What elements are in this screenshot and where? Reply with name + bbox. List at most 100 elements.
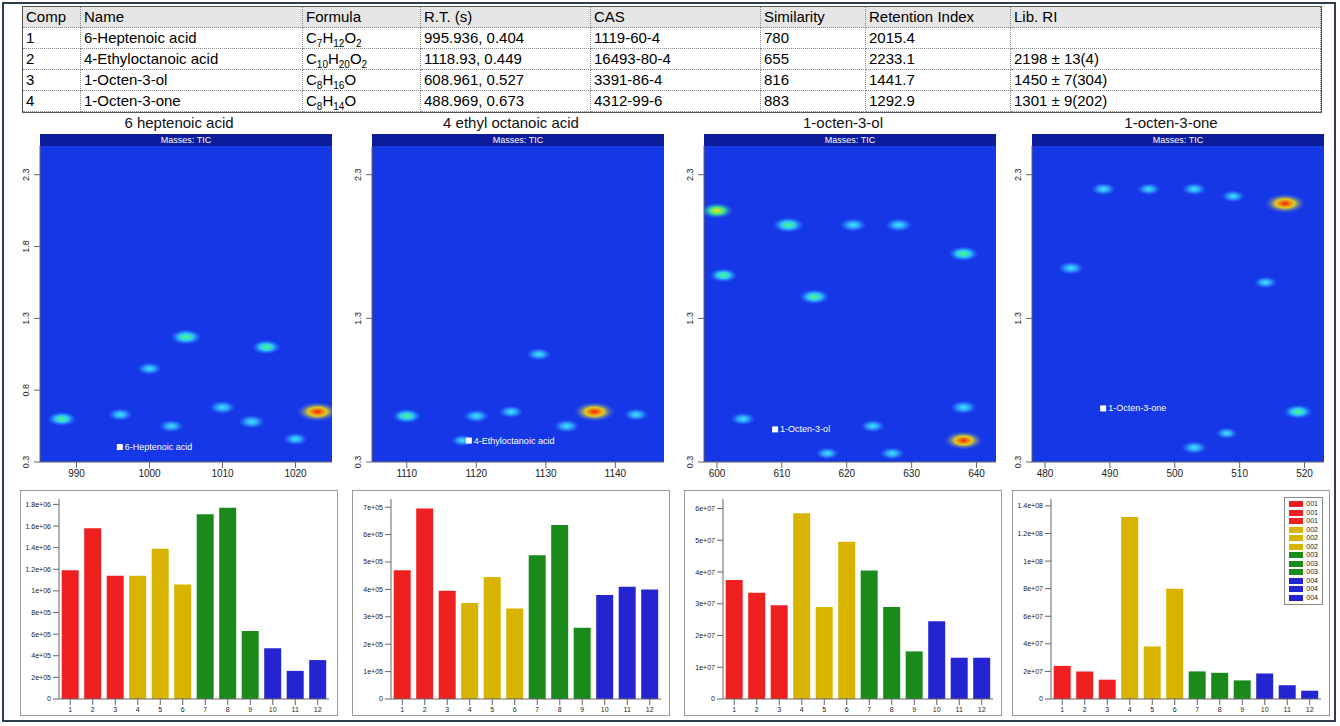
svg-text:1020: 1020	[284, 468, 307, 479]
svg-text:4: 4	[800, 706, 804, 713]
svg-text:8: 8	[558, 706, 562, 713]
svg-text:2e+05: 2e+05	[31, 674, 51, 681]
svg-text:500: 500	[1166, 468, 1183, 479]
svg-text:1-Octen-3-one: 1-Octen-3-one	[1108, 403, 1166, 413]
svg-text:1.8e+06: 1.8e+06	[26, 501, 52, 508]
svg-text:8e+07: 8e+07	[1023, 585, 1043, 592]
svg-text:610: 610	[774, 468, 791, 479]
svg-text:1.2e+06: 1.2e+06	[26, 566, 52, 573]
svg-text:2.3: 2.3	[685, 168, 695, 181]
svg-text:10: 10	[601, 706, 609, 713]
svg-text:1: 1	[732, 706, 736, 713]
svg-text:4: 4	[136, 706, 140, 713]
svg-text:4-Ethyloctanoic acid: 4-Ethyloctanoic acid	[474, 436, 555, 446]
svg-text:2: 2	[755, 706, 759, 713]
svg-text:0.3: 0.3	[1013, 456, 1023, 469]
svg-text:490: 490	[1102, 468, 1119, 479]
svg-text:7: 7	[867, 706, 871, 713]
svg-text:1.4e+08: 1.4e+08	[1018, 502, 1044, 509]
svg-text:0.8: 0.8	[21, 384, 31, 397]
svg-text:2.3: 2.3	[1013, 168, 1023, 181]
svg-text:9: 9	[912, 706, 916, 713]
svg-text:1: 1	[1060, 706, 1064, 713]
svg-text:5: 5	[158, 706, 162, 713]
svg-text:11: 11	[1284, 706, 1291, 713]
svg-text:1.3: 1.3	[353, 312, 363, 325]
svg-text:6: 6	[513, 706, 517, 713]
svg-text:6e+07: 6e+07	[695, 505, 715, 512]
svg-text:0: 0	[711, 695, 715, 702]
svg-text:2e+05: 2e+05	[363, 641, 383, 648]
svg-text:7e+05: 7e+05	[363, 504, 383, 511]
svg-text:5e+07: 5e+07	[695, 537, 715, 544]
svg-text:0.3: 0.3	[21, 456, 31, 469]
svg-text:1130: 1130	[535, 468, 557, 479]
svg-text:1e+05: 1e+05	[363, 668, 383, 675]
svg-text:12: 12	[1306, 706, 1314, 713]
svg-text:8: 8	[890, 706, 894, 713]
svg-text:1120: 1120	[466, 468, 488, 479]
svg-text:620: 620	[838, 468, 855, 479]
svg-text:1000: 1000	[138, 468, 161, 479]
svg-text:4: 4	[1128, 706, 1132, 713]
svg-text:6e+05: 6e+05	[363, 531, 383, 538]
svg-text:6-Heptenoic acid: 6-Heptenoic acid	[125, 442, 193, 452]
svg-text:480: 480	[1037, 468, 1054, 479]
svg-text:1: 1	[400, 706, 404, 713]
svg-text:1.6e+06: 1.6e+06	[26, 523, 52, 530]
svg-text:5e+05: 5e+05	[363, 558, 383, 565]
svg-text:2: 2	[1083, 706, 1087, 713]
svg-text:520: 520	[1296, 468, 1313, 479]
svg-text:1.2e+08: 1.2e+08	[1018, 530, 1044, 537]
svg-text:11: 11	[624, 706, 631, 713]
svg-text:0: 0	[1039, 695, 1043, 702]
svg-text:1e+07: 1e+07	[695, 664, 715, 671]
svg-text:9: 9	[580, 706, 584, 713]
svg-text:3: 3	[113, 706, 117, 713]
svg-text:2: 2	[423, 706, 427, 713]
svg-text:11: 11	[956, 706, 963, 713]
svg-text:3: 3	[1105, 706, 1109, 713]
svg-text:2.3: 2.3	[21, 168, 31, 181]
svg-text:3: 3	[777, 706, 781, 713]
svg-text:990: 990	[68, 468, 85, 479]
svg-text:4: 4	[468, 706, 472, 713]
svg-text:12: 12	[646, 706, 654, 713]
svg-text:3: 3	[445, 706, 449, 713]
svg-text:2e+07: 2e+07	[695, 632, 715, 639]
svg-text:12: 12	[314, 706, 322, 713]
svg-text:6: 6	[181, 706, 185, 713]
svg-text:10: 10	[1261, 706, 1269, 713]
svg-text:6e+05: 6e+05	[31, 631, 51, 638]
svg-text:2e+07: 2e+07	[1023, 668, 1043, 675]
svg-text:630: 630	[903, 468, 920, 479]
svg-text:1-Octen-3-ol: 1-Octen-3-ol	[780, 424, 830, 434]
svg-text:5: 5	[822, 706, 826, 713]
svg-text:7: 7	[203, 706, 207, 713]
svg-text:12: 12	[978, 706, 986, 713]
svg-text:0.3: 0.3	[353, 456, 363, 469]
svg-text:10: 10	[269, 706, 277, 713]
svg-text:2.3: 2.3	[353, 168, 363, 181]
svg-text:3e+05: 3e+05	[363, 613, 383, 620]
svg-text:4e+05: 4e+05	[363, 586, 383, 593]
svg-text:4e+05: 4e+05	[31, 652, 51, 659]
svg-text:1e+08: 1e+08	[1023, 558, 1043, 565]
svg-text:8: 8	[226, 706, 230, 713]
svg-text:0: 0	[379, 695, 383, 702]
svg-text:2: 2	[91, 706, 95, 713]
svg-text:6e+07: 6e+07	[1023, 613, 1043, 620]
svg-text:6: 6	[845, 706, 849, 713]
svg-text:640: 640	[968, 468, 985, 479]
svg-text:11: 11	[292, 706, 299, 713]
svg-text:10: 10	[933, 706, 941, 713]
svg-text:8: 8	[1218, 706, 1222, 713]
svg-text:1110: 1110	[396, 468, 417, 479]
svg-text:1.3: 1.3	[21, 312, 31, 325]
svg-text:1140: 1140	[605, 468, 627, 479]
svg-text:6: 6	[1173, 706, 1177, 713]
svg-text:1.3: 1.3	[685, 312, 695, 325]
svg-text:1.3: 1.3	[1013, 312, 1023, 325]
svg-text:600: 600	[709, 468, 726, 479]
svg-text:1.4e+06: 1.4e+06	[26, 544, 52, 551]
